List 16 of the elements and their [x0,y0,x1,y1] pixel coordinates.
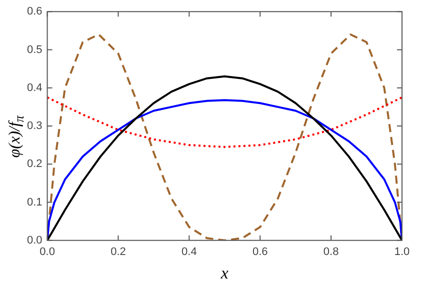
y-tick-label: 0.1 [26,196,42,208]
y-tick-label: 0.2 [26,158,42,170]
y-tick-label: 0.0 [26,234,42,246]
line-series [47,96,402,148]
line-series [47,33,402,240]
x-tick-label: 0.2 [110,246,126,258]
x-tick-label: 0.8 [323,246,339,258]
x-tick-label: 0.0 [40,246,55,258]
x-tick-label: 0.6 [252,246,268,258]
y-tick-label: 0.5 [26,44,42,56]
y-tick-label: 0.6 [26,6,42,18]
y-tick-label: 0.4 [26,82,42,94]
y-tick-label: 0.3 [26,120,42,132]
x-tick-label: 0.4 [182,246,197,258]
x-tick-label: 1.0 [394,246,410,258]
x-axis-title: x [220,263,229,282]
